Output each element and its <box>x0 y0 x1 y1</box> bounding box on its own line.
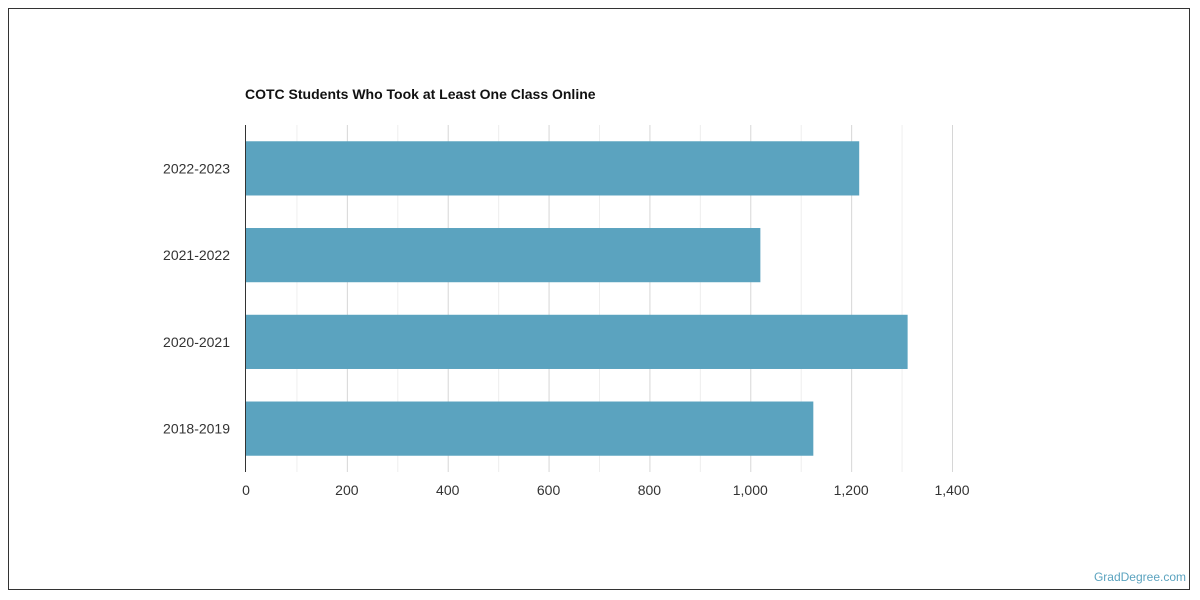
y-tick-label: 2018-2019 <box>163 421 230 437</box>
y-tick-label: 2020-2021 <box>163 334 230 350</box>
bar <box>246 401 814 456</box>
x-tick-label: 800 <box>638 482 662 498</box>
x-tick-label: 1,400 <box>934 482 969 498</box>
bar <box>246 228 761 283</box>
x-tick-label: 0 <box>242 482 250 498</box>
x-tick-label: 600 <box>537 482 561 498</box>
x-tick-label: 1,200 <box>834 482 869 498</box>
y-tick-label: 2022-2023 <box>163 160 230 176</box>
chart-title: COTC Students Who Took at Least One Clas… <box>245 86 596 102</box>
x-tick-label: 1,000 <box>733 482 768 498</box>
bar <box>246 314 908 369</box>
y-tick-label: 2021-2022 <box>163 247 230 263</box>
watermark-link[interactable]: GradDegree.com <box>1093 570 1186 584</box>
bar <box>246 141 860 196</box>
x-tick-label: 200 <box>335 482 359 498</box>
x-tick-label: 400 <box>436 482 460 498</box>
